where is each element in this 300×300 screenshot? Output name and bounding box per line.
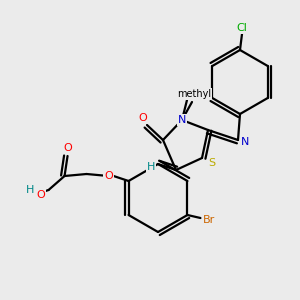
Text: N: N [178,115,186,125]
Text: H: H [26,185,35,195]
Text: O: O [36,190,45,200]
Text: O: O [139,113,147,123]
Text: methyl: methyl [177,89,211,99]
Text: N: N [241,137,249,147]
Text: O: O [63,143,72,153]
Text: Br: Br [203,215,216,225]
Text: O: O [104,171,113,181]
Text: H: H [147,162,155,172]
Text: S: S [208,158,216,168]
Text: Cl: Cl [237,23,248,33]
